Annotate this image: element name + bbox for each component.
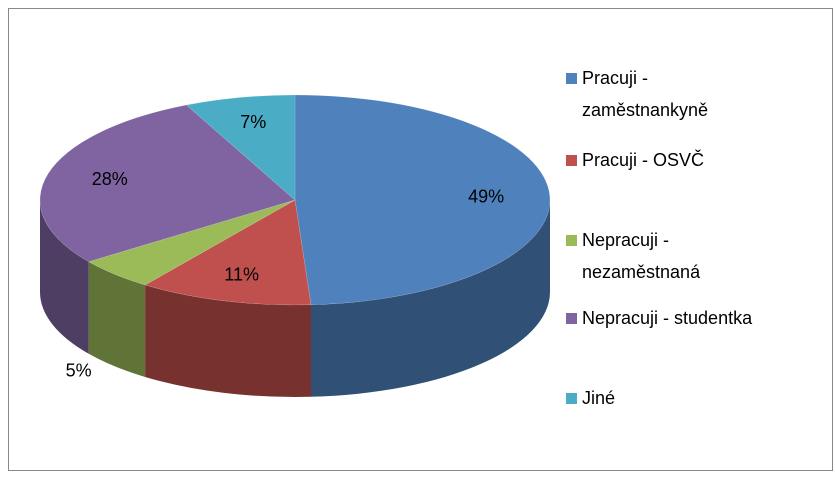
legend-label: Jiné [582, 388, 616, 408]
data-label: 28% [92, 169, 128, 189]
legend-label: Nepracuji - nezaměstnaná [582, 230, 701, 282]
legend-swatch [566, 73, 577, 84]
legend-label: Pracuji - OSVČ [582, 150, 705, 170]
slice-side [311, 200, 550, 397]
slice [144, 199, 312, 306]
legend-swatch [566, 235, 577, 246]
legend-swatch [566, 313, 577, 324]
legend-item: Pracuji - OSVČ [566, 144, 704, 176]
data-label: 5% [66, 361, 92, 381]
slice-side [40, 200, 89, 354]
legend-item: Pracuji - zaměstnankyně [566, 62, 708, 126]
legend-item: Nepracuji - nezaměstnaná [566, 224, 700, 288]
legend-label: Pracuji - zaměstnankyně [582, 68, 709, 120]
slice [88, 199, 296, 286]
data-label: 11% [224, 264, 259, 284]
legend-swatch [566, 393, 577, 404]
data-label: 7% [240, 112, 266, 132]
slice-side [88, 261, 146, 377]
slice [185, 94, 296, 201]
legend-item: Nepracuji - studentka [566, 302, 752, 334]
legend-swatch [566, 155, 577, 166]
slice-side [145, 284, 312, 397]
data-label: 49% [468, 186, 504, 206]
legend-item: Jiné [566, 382, 615, 414]
slice [39, 104, 296, 262]
legend-label: Nepracuji - studentka [582, 308, 753, 328]
slice [294, 94, 551, 306]
